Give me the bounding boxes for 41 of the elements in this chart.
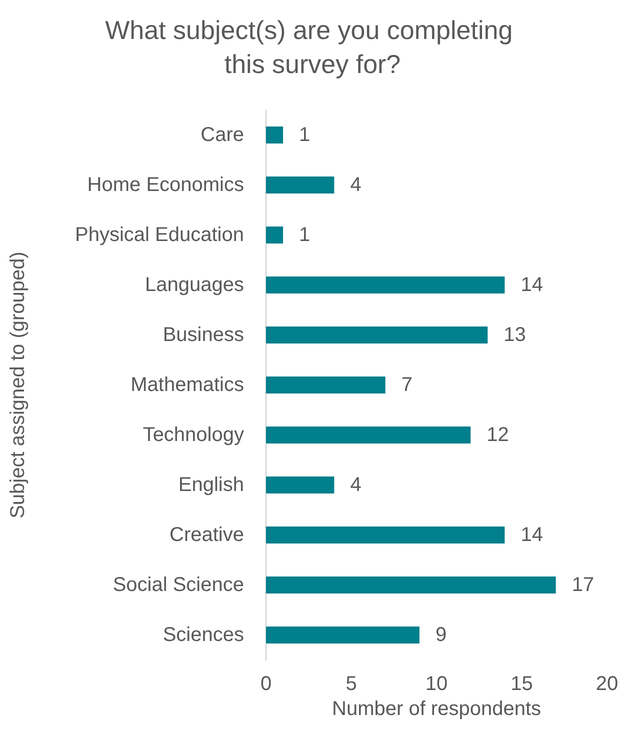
data-label: 1 [299,124,310,146]
y-tick-label: Care [200,124,244,146]
data-label: 1 [299,224,310,246]
data-label: 12 [486,424,509,446]
bar [266,476,334,494]
data-label: 7 [401,374,412,396]
y-tick-label: Languages [145,274,244,296]
data-label: 14 [520,524,543,546]
y-tick-label: Physical Education [75,224,244,246]
y-axis-title: Subject assigned to (grouped) [7,252,29,518]
x-tick-label: 15 [510,673,533,695]
bar [266,326,488,344]
y-tick-label: Technology [142,424,244,446]
y-tick-label: Business [162,324,244,346]
data-label: 14 [520,274,543,296]
bar [266,526,505,544]
data-label: 9 [435,624,447,646]
data-label: 4 [350,174,362,196]
y-tick-label: Home Economics [87,174,244,196]
x-axis-title: Number of respondents [332,698,542,720]
bar [266,126,284,144]
data-label: 17 [572,574,594,596]
bar [266,376,386,394]
data-label: 13 [504,324,526,346]
y-tick-label: Creative [170,524,244,546]
x-tick-label: 0 [260,673,272,695]
y-tick-label: Social Science [112,574,244,596]
bar [266,626,420,644]
y-tick-label: Sciences [162,624,244,646]
y-tick-label: English [178,474,244,496]
bar [266,576,556,594]
x-tick-label: 20 [596,673,618,695]
y-tick-label: Mathematics [130,374,244,396]
bar [266,226,284,244]
bar [266,276,505,294]
chart-title: What subject(s) are you completing this survey for? [105,15,520,79]
bar [266,426,471,444]
data-label: 4 [350,474,362,496]
bar [266,176,334,194]
x-tick-label: 10 [425,673,448,695]
x-tick-label: 5 [346,673,357,695]
